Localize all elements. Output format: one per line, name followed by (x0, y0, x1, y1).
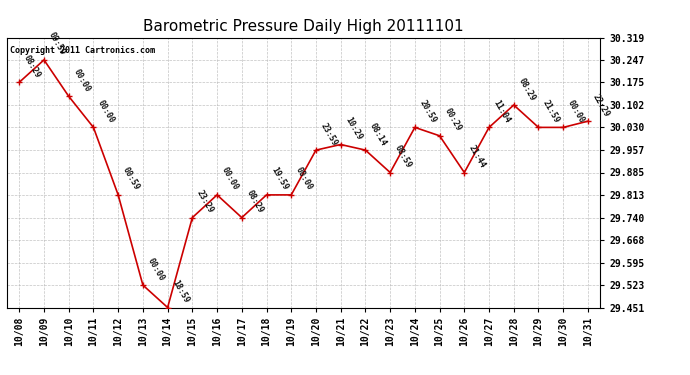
Text: 08:29: 08:29 (244, 189, 265, 215)
Text: 22:29: 22:29 (591, 92, 611, 118)
Text: 00:29: 00:29 (442, 107, 463, 133)
Text: 11:04: 11:04 (492, 99, 512, 124)
Text: 00:59: 00:59 (121, 166, 141, 192)
Text: 08:14: 08:14 (368, 121, 388, 147)
Text: 23:29: 23:29 (195, 189, 215, 215)
Text: 00:00: 00:00 (96, 99, 117, 124)
Text: 08:29: 08:29 (517, 76, 537, 102)
Text: 00:00: 00:00 (566, 99, 586, 124)
Text: 21:59: 21:59 (541, 99, 562, 124)
Text: 21:44: 21:44 (467, 144, 487, 170)
Text: 23:59: 23:59 (319, 121, 339, 147)
Text: 18:59: 18:59 (170, 279, 190, 305)
Text: 00:00: 00:00 (220, 166, 240, 192)
Text: Copyright 2011 Cartronics.com: Copyright 2011 Cartronics.com (10, 46, 155, 55)
Text: 19:59: 19:59 (269, 166, 290, 192)
Text: 00:00: 00:00 (146, 256, 166, 282)
Text: 20:59: 20:59 (417, 99, 438, 124)
Text: 10:29: 10:29 (344, 116, 364, 142)
Text: 00:00: 00:00 (294, 166, 315, 192)
Text: 00:00: 00:00 (72, 68, 92, 93)
Title: Barometric Pressure Daily High 20111101: Barometric Pressure Daily High 20111101 (144, 18, 464, 33)
Text: 09:59: 09:59 (47, 31, 67, 57)
Text: 08:29: 08:29 (22, 53, 42, 80)
Text: 08:59: 08:59 (393, 144, 413, 170)
